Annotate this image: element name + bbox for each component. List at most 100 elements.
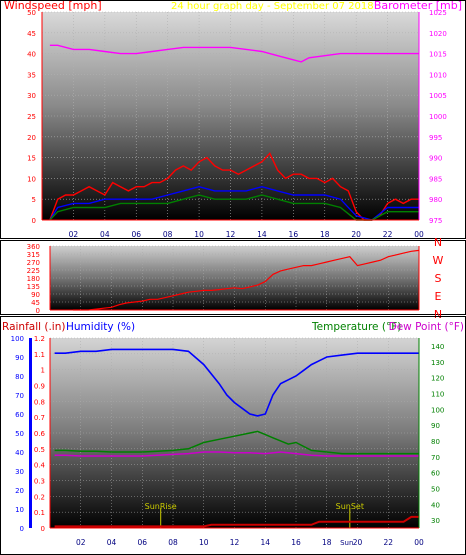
humidity-y-tick-label: 0 [20, 525, 24, 533]
humidity-y-tick-label: 50 [15, 430, 24, 438]
temperature-line [54, 430, 419, 455]
wind-x-tick-label: 04 [100, 230, 110, 239]
direction-y-tick-label: 135 [27, 283, 40, 291]
rain-y-tick-label: 0.1 [34, 509, 45, 517]
humidity-axis-title: Humidity (%) [66, 321, 135, 333]
humidity-y-tick-label: 10 [15, 506, 24, 514]
rain-y-tick-label: 1 [41, 367, 45, 375]
wind-x-tick-label: 10 [194, 230, 204, 239]
direction-y-tick-label: 270 [27, 259, 40, 267]
barometer-y-tick-label: 995 [429, 134, 442, 142]
rain-y-tick-label: 0.4 [34, 462, 46, 470]
wind-y-tick-label: 40 [27, 51, 36, 59]
climate-x-tick-label: 06 [137, 538, 147, 547]
direction-y-tick-label: 180 [27, 275, 40, 283]
climate-x-tick-label: 02 [76, 538, 86, 547]
wind-x-tick-label: 06 [131, 230, 141, 239]
direction-y-tick-label: 360 [27, 243, 40, 251]
barometer-y-tick-label: 1005 [429, 92, 447, 100]
climate-x-tick-label: 08 [168, 538, 178, 547]
barometer-y-tick-label: 1010 [429, 71, 447, 79]
wind-y-tick-label: 20 [27, 134, 36, 142]
wind-blue-line [49, 185, 419, 221]
compass-label: E [435, 290, 442, 303]
rain-y-tick-label: 0.8 [34, 398, 45, 406]
temperature-y-tick-label: 140 [431, 343, 444, 351]
wind-y-tick-label: 30 [27, 92, 36, 100]
temperature-y-tick-label: 120 [431, 375, 444, 383]
wind-x-tick-label: 02 [69, 230, 79, 239]
wind-x-tick-label: 12 [226, 230, 236, 239]
temperature-axis-title: Temperature (°F) [311, 321, 401, 333]
direction-y-tick-label: 315 [27, 251, 40, 259]
chart-title: 24 hour graph day - September 07 2018 [171, 1, 374, 12]
wind-plot-area [42, 12, 419, 220]
humidity-y-tick-label: 70 [15, 392, 24, 400]
wind-y-tick-label: 50 [27, 9, 36, 17]
wind-x-tick-label: 14 [257, 230, 267, 239]
wind-y-tick-label: 45 [27, 30, 36, 38]
barometer-y-tick-label: 1025 [429, 9, 447, 17]
sun-x-label: Sun [340, 539, 353, 547]
climate-x-tick-label: 20 [353, 538, 363, 547]
humidity-y-tick-label: 20 [15, 487, 24, 495]
rain-y-tick-label: 0 [41, 525, 45, 533]
humidity-y-tick-label: 100 [11, 335, 24, 343]
temperature-y-tick-label: 60 [431, 470, 440, 478]
wind-x-tick-label: 16 [289, 230, 299, 239]
windspeed-line [49, 152, 419, 221]
direction-y-tick-label: 45 [31, 299, 40, 307]
compass-label: W [433, 254, 444, 267]
wind-direction-line [73, 249, 420, 311]
rain-y-tick-label: 0.2 [34, 493, 45, 501]
barometer-y-tick-label: 985 [429, 175, 442, 183]
wind-x-tick-label: 22 [383, 230, 393, 239]
climate-plot-area [50, 338, 419, 528]
climate-x-tick-label: 04 [107, 538, 117, 547]
compass-label: N [434, 308, 442, 321]
compass-label: N [434, 236, 442, 249]
dewpoint-axis-title: Dew Point (°F) [389, 321, 464, 333]
temperature-y-tick-label: 130 [431, 359, 444, 367]
sun-annotation: SunSet [336, 502, 364, 511]
temperature-y-tick-label: 90 [431, 422, 440, 430]
temperature-y-tick-label: 80 [431, 438, 440, 446]
barometer-axis-title: Barometer [mb] [374, 0, 462, 12]
compass-label: S [435, 272, 442, 285]
wind-y-tick-label: 35 [27, 71, 36, 79]
rain-y-tick-label: 0.3 [34, 478, 45, 486]
wind-y-tick-label: 10 [27, 175, 36, 183]
humidity-y-tick-label: 30 [15, 468, 24, 476]
humidity-y-tick-label: 60 [15, 411, 24, 419]
dew-point-line [54, 451, 419, 457]
rain-y-tick-label: 0.9 [34, 383, 45, 391]
climate-x-tick-label: 22 [383, 538, 393, 547]
barometer-y-tick-label: 1015 [429, 51, 447, 59]
climate-x-tick-label: 00 [414, 538, 424, 547]
humidity-line [54, 348, 419, 417]
barometer-y-tick-label: 975 [429, 217, 442, 225]
barometer-line [49, 44, 419, 63]
humidity-y-tick-label: 40 [15, 449, 24, 457]
rain-y-tick-label: 1.1 [34, 351, 45, 359]
climate-x-tick-label: 10 [199, 538, 209, 547]
wind-y-tick-label: 15 [27, 155, 36, 163]
rain-y-tick-label: 0.7 [34, 414, 45, 422]
climate-x-tick-label: 16 [291, 538, 301, 547]
wind-x-tick-label: 20 [351, 230, 361, 239]
temperature-y-tick-label: 40 [431, 501, 440, 509]
rainfall-line [54, 515, 419, 528]
wind-y-tick-label: 5 [32, 196, 36, 204]
rain-y-tick-label: 0.6 [34, 430, 46, 438]
humidity-axis-bar [29, 338, 32, 528]
direction-plot-area [50, 246, 419, 310]
temperature-y-tick-label: 110 [431, 390, 444, 398]
climate-x-tick-label: 18 [322, 538, 332, 547]
barometer-y-tick-label: 1000 [429, 113, 447, 121]
humidity-y-tick-label: 80 [15, 373, 24, 381]
climate-x-tick-label: 14 [260, 538, 270, 547]
climate-x-tick-label: 12 [230, 538, 240, 547]
wind-y-tick-label: 0 [32, 217, 36, 225]
windspeed-axis-title: Windspeed [mph] [4, 0, 102, 12]
temperature-y-tick-label: 50 [431, 485, 440, 493]
